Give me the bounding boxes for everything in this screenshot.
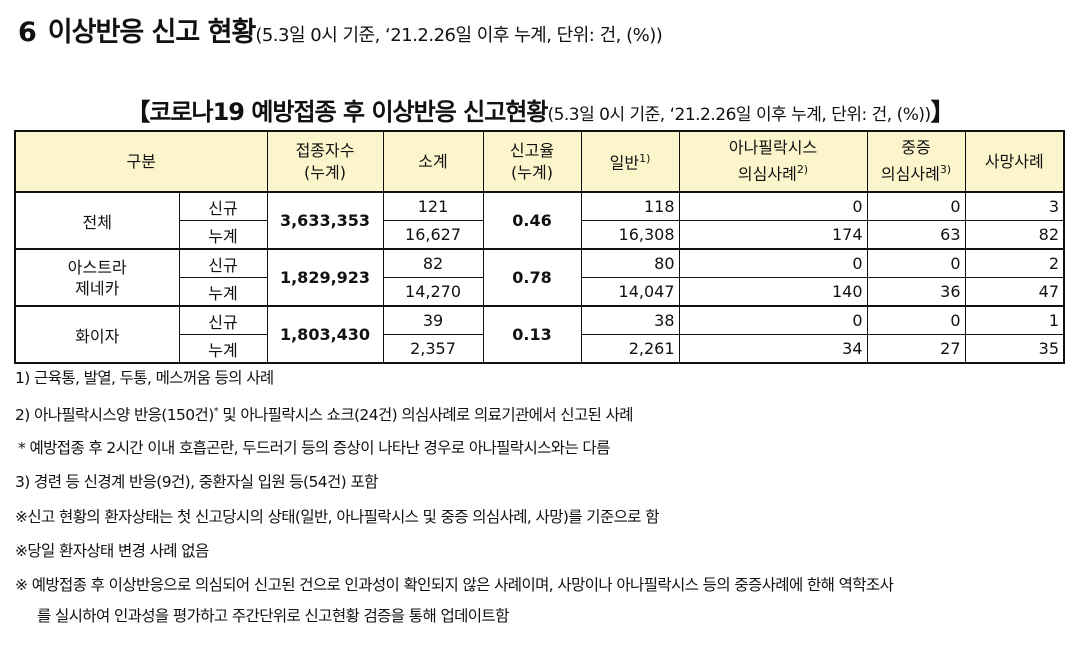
- vaccinated-count: 1,803,430: [266, 305, 384, 364]
- report-rate: 0.46: [482, 191, 582, 250]
- header-death: 사망사례: [964, 130, 1065, 193]
- header-vaccinated: 접종자수 (누계): [266, 130, 384, 193]
- footnote-star: * 예방접종 후 2시간 이내 호흡곤란, 두드러기 등의 증상이 나타난 경우…: [18, 439, 610, 457]
- severe-cell: 63: [866, 220, 966, 250]
- footnote-2-head: 2) 아나필락시스양 반응(150건): [15, 406, 214, 424]
- header-subtotal: 소계: [382, 130, 484, 193]
- header-anaphylaxis-line1: 아나필락시스: [728, 138, 818, 158]
- footnote-2: 2) 아나필락시스양 반응(150건)* 및 아나필락시스 쇼크(24건) 의심…: [15, 403, 634, 425]
- subtotal-cell: 121: [382, 191, 484, 221]
- general-cell: 80: [580, 248, 680, 278]
- row-type: 신규: [178, 191, 268, 221]
- severe-cell: 0: [866, 191, 966, 221]
- table-row: 누계 16,627 16,308 174 63 82: [15, 220, 1065, 250]
- death-cell: 3: [964, 191, 1065, 221]
- table-title-text: 코로나19 예방접종 후 이상반응 신고현황: [149, 98, 548, 126]
- row-type: 신규: [178, 305, 268, 335]
- header-vaccinated-line2: (누계): [304, 162, 346, 182]
- report-rate: 0.13: [482, 305, 582, 364]
- adverse-reaction-table: 구분 접종자수 (누계) 소계 신고율 (누계) 일반1) 아나필락시스 의심사례2)…: [14, 130, 1066, 364]
- report-rate: 0.78: [482, 248, 582, 307]
- general-cell: 2,261: [580, 334, 680, 364]
- table-row: 누계 2,357 2,261 34 27 35: [15, 334, 1065, 364]
- general-cell: 14,047: [580, 277, 680, 307]
- group-name: 아스트라 제네카: [14, 248, 180, 307]
- general-cell: 118: [580, 191, 680, 221]
- section-title: 이상반응 신고 현황: [47, 17, 257, 48]
- subtotal-cell: 39: [382, 305, 484, 335]
- severe-cell: 0: [866, 248, 966, 278]
- table-row: 누계 14,270 14,047 140 36 47: [15, 277, 1065, 307]
- row-type: 누계: [178, 220, 268, 250]
- anaphylaxis-cell: 34: [678, 334, 868, 364]
- group-name: 화이자: [14, 305, 180, 364]
- anaphylaxis-cell: 0: [678, 305, 868, 335]
- death-cell: 1: [964, 305, 1065, 335]
- header-severe-footnote: 3): [939, 163, 952, 177]
- footnote-2-tail: 및 아나필락시스 쇼크(24건) 의심사례로 의료기관에서 신고된 사례: [218, 406, 633, 424]
- table-title: 【코로나19 예방접종 후 이상반응 신고현황(5.3일 0시 기준, ‘21.…: [0, 92, 1080, 127]
- anaphylaxis-cell: 174: [678, 220, 868, 250]
- severe-cell: 0: [866, 305, 966, 335]
- header-severe-line2: 의심사례: [880, 164, 940, 184]
- header-row: 구분 접종자수 (누계) 소계 신고율 (누계) 일반1) 아나필락시스 의심사례2)…: [14, 130, 1065, 193]
- death-cell: 35: [964, 334, 1065, 364]
- subtotal-cell: 2,357: [382, 334, 484, 364]
- row-type: 신규: [178, 248, 268, 278]
- title-bracket-close: 】: [930, 98, 955, 126]
- note-patient-status: ※신고 현황의 환자상태는 첫 신고당시의 상태(일반, 아나필락시스 및 중증…: [15, 508, 660, 526]
- note-no-change: ※당일 환자상태 변경 사례 없음: [15, 542, 209, 560]
- group-name: 전체: [14, 191, 180, 250]
- footnote-3: 3) 경련 등 신경계 반응(9건), 중환자실 입원 등(54건) 포함: [15, 473, 378, 491]
- header-general-label: 일반: [609, 153, 640, 173]
- header-severe-line1: 중증: [901, 138, 931, 158]
- note-disclaimer: ※ 예방접종 후 이상반응으로 의심되어 신고된 건으로 인과성이 확인되지 않…: [15, 576, 894, 594]
- note-disclaimer-cont: 를 실시하여 인과성을 평가하고 주간단위로 신고현황 검증을 통해 업데이트함: [37, 607, 509, 625]
- header-anaphylaxis-line2: 의심사례: [737, 164, 797, 184]
- section-subtitle: (5.3일 0시 기준, ‘21.2.26일 이후 누계, 단위: 건, (%)…: [255, 25, 663, 46]
- anaphylaxis-cell: 0: [678, 191, 868, 221]
- row-type: 누계: [178, 334, 268, 364]
- table-row: 아스트라 제네카 신규 1,829,923 82 0.78 80 0 0 2: [14, 248, 1065, 307]
- table-title-subtitle: (5.3일 0시 기준, ‘21.2.26일 이후 누계, 단위: 건, (%)…: [547, 105, 931, 125]
- vaccinated-count: 3,633,353: [266, 191, 384, 250]
- header-rate: 신고율 (누계): [482, 130, 582, 193]
- table-row: 전체 신규 3,633,353 121 0.46 118 0 0 3: [14, 191, 1065, 250]
- section-heading: 6 이상반응 신고 현황(5.3일 0시 기준, ‘21.2.26일 이후 누계,…: [18, 10, 663, 49]
- header-general-footnote: 1): [639, 152, 651, 166]
- general-cell: 16,308: [580, 220, 680, 250]
- header-vaccinated-line1: 접종자수: [295, 140, 355, 160]
- death-cell: 47: [964, 277, 1065, 307]
- header-anaphylaxis-footnote: 2): [796, 163, 809, 177]
- title-bracket-open: 【: [126, 98, 150, 126]
- footnote-1: 1) 근육통, 발열, 두통, 메스꺼움 등의 사례: [15, 369, 274, 387]
- row-type: 누계: [178, 277, 268, 307]
- anaphylaxis-cell: 140: [678, 277, 868, 307]
- header-group: 구분: [14, 130, 268, 193]
- death-cell: 2: [964, 248, 1065, 278]
- subtotal-cell: 82: [382, 248, 484, 278]
- subtotal-cell: 16,627: [382, 220, 484, 250]
- general-cell: 38: [580, 305, 680, 335]
- footnote-2-star: *: [213, 405, 219, 417]
- header-rate-line2: (누계): [511, 162, 553, 182]
- anaphylaxis-cell: 0: [678, 248, 868, 278]
- table-row: 화이자 신규 1,803,430 39 0.13 38 0 0 1: [14, 305, 1065, 364]
- header-rate-line1: 신고율: [509, 140, 555, 160]
- death-cell: 82: [964, 220, 1065, 250]
- section-number: 6: [18, 17, 37, 48]
- header-general: 일반1): [580, 130, 680, 193]
- severe-cell: 36: [866, 277, 966, 307]
- severe-cell: 27: [866, 334, 966, 364]
- subtotal-cell: 14,270: [382, 277, 484, 307]
- vaccinated-count: 1,829,923: [266, 248, 384, 307]
